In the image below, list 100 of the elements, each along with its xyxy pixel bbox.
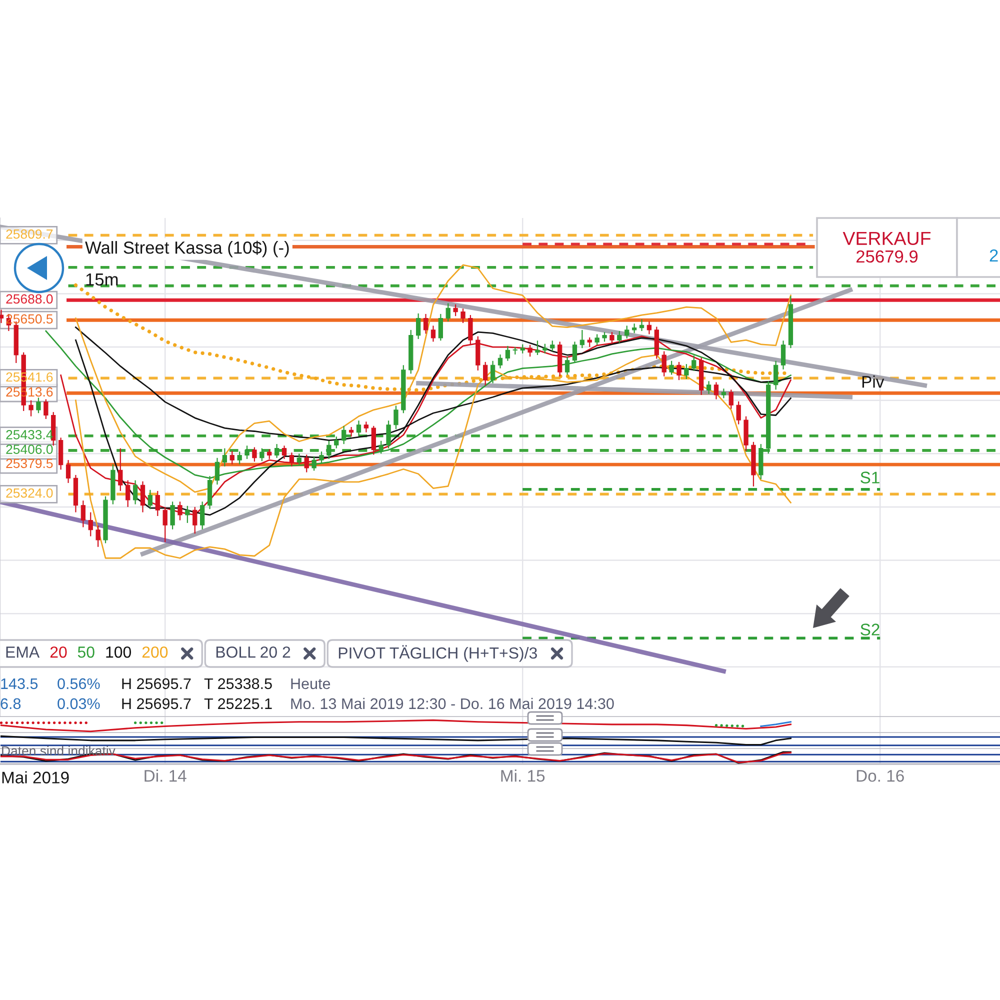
annotation: H 25695.7: [122, 678, 191, 690]
annotation: T 25225.1: [204, 698, 272, 710]
candlestick: [535, 340, 540, 356]
candlestick: [624, 325, 630, 340]
candlestick: [416, 312, 421, 340]
candlestick: [438, 313, 443, 342]
annotation: H 25695.7: [122, 698, 191, 710]
candlestick: [252, 446, 257, 462]
y-tick-label: 25324.0: [6, 488, 53, 498]
candlestick: [728, 389, 734, 410]
candlestick: [617, 330, 622, 344]
candlestick: [185, 505, 190, 524]
candlestick: [602, 332, 607, 342]
text: Mai 2019: [2, 771, 69, 784]
annotation: Daten sind indikativ: [2, 746, 116, 756]
candlestick: [304, 454, 309, 473]
candlestick: [28, 400, 34, 417]
y-tick-label: 25809.7: [6, 229, 53, 239]
legend-title: EMA: [6, 646, 40, 658]
candlestick: [0, 309, 4, 324]
y-tick-label: 25688.0: [6, 294, 53, 304]
annotation: 15m: [86, 274, 118, 286]
annotation: 0.56%: [58, 678, 100, 690]
candlestick: [706, 380, 712, 394]
candlestick: [646, 320, 652, 335]
candlestick: [371, 425, 376, 456]
candlestick: [170, 501, 175, 530]
candlestick: [36, 397, 41, 414]
annotation: Wall Street Kassa (10$) (-): [85, 240, 289, 258]
candlestick: [66, 459, 71, 484]
candlestick: [736, 400, 741, 425]
candlestick: [490, 360, 496, 384]
candlestick: [528, 344, 532, 358]
candlestick: [88, 512, 93, 537]
candlestick: [632, 323, 637, 334]
candlestick: [423, 313, 428, 334]
candlestick: [96, 525, 100, 548]
candlestick: [572, 341, 578, 364]
candlestick: [669, 360, 674, 376]
candlestick: [692, 354, 696, 372]
annotation: T 25338.5: [204, 678, 272, 690]
candlestick: [267, 448, 272, 460]
annotation: PIVOT TÄGLICH (H+T+S)/3: [338, 645, 537, 662]
candlestick: [132, 480, 138, 505]
candlestick: [564, 356, 570, 376]
candlestick: [446, 302, 450, 322]
candlestick: [580, 329, 585, 349]
annotation: S2: [860, 624, 880, 636]
candlestick: [80, 500, 86, 528]
y-tick-label: 25379.5: [6, 458, 53, 468]
candlestick: [676, 361, 682, 381]
annotation: VERKAUF: [842, 232, 931, 246]
annotation: Piv: [862, 376, 884, 388]
annotation: BOLL 20 2: [216, 646, 290, 658]
candlestick: [282, 445, 287, 460]
candlestick: [639, 318, 644, 332]
candlestick: [684, 364, 689, 380]
candlestick: [348, 426, 354, 438]
candlestick: [453, 304, 458, 317]
text: 50: [78, 646, 94, 658]
annotation: 143.5: [1, 678, 38, 690]
candlestick: [140, 480, 146, 513]
line-series: [75, 264, 792, 493]
annotation: Mo. 13 Mai 2019 12:30 - Do. 16 Mai 2019 14:30: [291, 698, 614, 710]
candlestick: [594, 334, 600, 346]
annotation: 25679.9: [856, 250, 918, 263]
candlestick: [714, 382, 719, 400]
y-tick-label: 25406.0: [6, 444, 53, 454]
candlestick: [460, 308, 466, 324]
annotation: S1: [860, 472, 880, 484]
candlestick: [542, 343, 548, 354]
text: 100: [106, 646, 132, 658]
candlestick: [230, 450, 234, 465]
candlestick: [289, 452, 294, 467]
candlestick: [118, 448, 123, 492]
x-tick-label: Mi. 15: [501, 770, 545, 782]
text: 20: [50, 646, 67, 658]
candlestick: [430, 325, 436, 342]
candlestick: [483, 361, 488, 386]
candlestick: [505, 345, 510, 362]
candlestick: [364, 421, 369, 433]
candlestick: [773, 360, 778, 390]
x-tick-label: Do. 16: [856, 770, 904, 782]
candlestick: [200, 501, 205, 530]
candlestick: [126, 480, 130, 508]
annotation: 2: [990, 249, 998, 262]
candlestick: [780, 340, 786, 370]
candlestick: [721, 388, 726, 399]
candlestick: [498, 354, 503, 369]
candlestick: [44, 398, 48, 420]
candlestick: [520, 344, 525, 354]
candlestick: [312, 456, 316, 472]
candlestick: [148, 489, 153, 510]
candlestick: [222, 448, 228, 467]
candlestick: [319, 450, 324, 464]
annotation: 0.03%: [58, 698, 100, 710]
candlestick: [662, 350, 666, 377]
text: 200: [142, 646, 168, 658]
annotation: 6.8: [0, 698, 21, 710]
candlestick: [394, 405, 398, 430]
